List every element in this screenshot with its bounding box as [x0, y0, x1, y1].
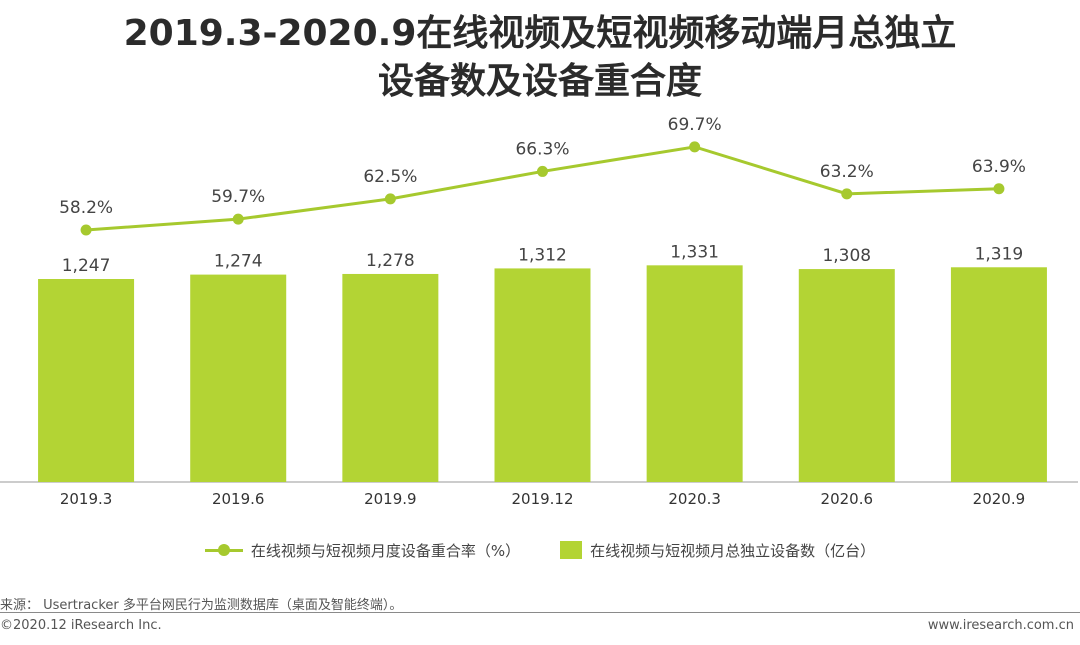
- legend-bar-swatch-icon: [560, 541, 583, 559]
- legend-line-marker-icon: [204, 544, 243, 556]
- bar-2019.9: [342, 273, 439, 482]
- line-point-2020.9: [993, 183, 1005, 195]
- chart-title-line2: 设备数及设备重合度: [377, 61, 702, 102]
- legend-item-overlap-rate: 在线视频与短视频月度设备重合率（%）: [204, 540, 521, 561]
- bar-value-label: 1,274: [214, 252, 263, 272]
- bar-2019.6: [190, 274, 287, 482]
- line-value-label: 58.2%: [59, 198, 113, 218]
- chart-title-line1: 2019.3-2020.9在线视频及短视频移动端月总独立: [123, 13, 957, 54]
- x-tick-label: 2019.9: [364, 490, 417, 508]
- x-tick-label: 2020.9: [973, 490, 1026, 508]
- bar-2019.12: [494, 268, 591, 482]
- bar-2020.3: [646, 265, 743, 482]
- chart-legend: 在线视频与短视频月度设备重合率（%） 在线视频与短视频月总独立设备数（亿台）: [0, 535, 1080, 565]
- legend-item-device-count: 在线视频与短视频月总独立设备数（亿台）: [560, 540, 875, 561]
- line-value-label: 59.7%: [211, 187, 265, 207]
- chart-title: 2019.3-2020.9在线视频及短视频移动端月总独立 设备数及设备重合度: [0, 10, 1080, 106]
- line-value-label: 62.5%: [363, 167, 417, 187]
- bar-value-label: 1,319: [975, 244, 1024, 264]
- line-value-label: 63.2%: [820, 162, 874, 182]
- bar-2020.9: [950, 267, 1047, 482]
- line-point-2019.6: [232, 213, 244, 225]
- x-tick-label: 2019.6: [212, 490, 265, 508]
- legend-label-device-count: 在线视频与短视频月总独立设备数（亿台）: [590, 541, 876, 560]
- x-tick-label: 2020.3: [668, 490, 721, 508]
- line-point-2019.9: [384, 193, 396, 205]
- line-value-label: 69.7%: [668, 115, 722, 135]
- line-point-2020.6: [841, 188, 853, 200]
- bar-value-label: 1,331: [670, 242, 719, 262]
- line-point-2020.3: [689, 141, 701, 153]
- bar-value-label: 1,278: [366, 251, 415, 271]
- line-point-2019.12: [537, 165, 548, 177]
- x-tick-label: 2019.3: [60, 490, 113, 508]
- website-link[interactable]: www.iresearch.com.cn: [927, 618, 1074, 633]
- line-value-label: 66.3%: [515, 139, 569, 159]
- bar-2019.3: [38, 279, 135, 482]
- line-value-label: 63.9%: [972, 157, 1026, 177]
- bar-value-label: 1,247: [62, 256, 111, 276]
- combo-chart: 1,247 2019.3 1,274 2019.6 1,278 2019.9 1,312 20…: [0, 115, 1078, 508]
- line-point-2019.3: [80, 224, 92, 236]
- x-tick-label: 2020.6: [821, 490, 874, 508]
- legend-label-overlap-rate: 在线视频与短视频月度设备重合率（%）: [250, 541, 521, 560]
- bar-value-label: 1,312: [518, 245, 567, 265]
- bar-2020.6: [798, 269, 895, 482]
- footer-divider: [0, 612, 1080, 613]
- bar-value-label: 1,308: [822, 246, 871, 266]
- copyright-text: ©2020.12 iResearch Inc.: [0, 618, 162, 633]
- source-note: 来源： Usertracker 多平台网民行为监测数据库（桌面及智能终端）。: [0, 598, 403, 613]
- x-tick-label: 2019.12: [511, 490, 573, 508]
